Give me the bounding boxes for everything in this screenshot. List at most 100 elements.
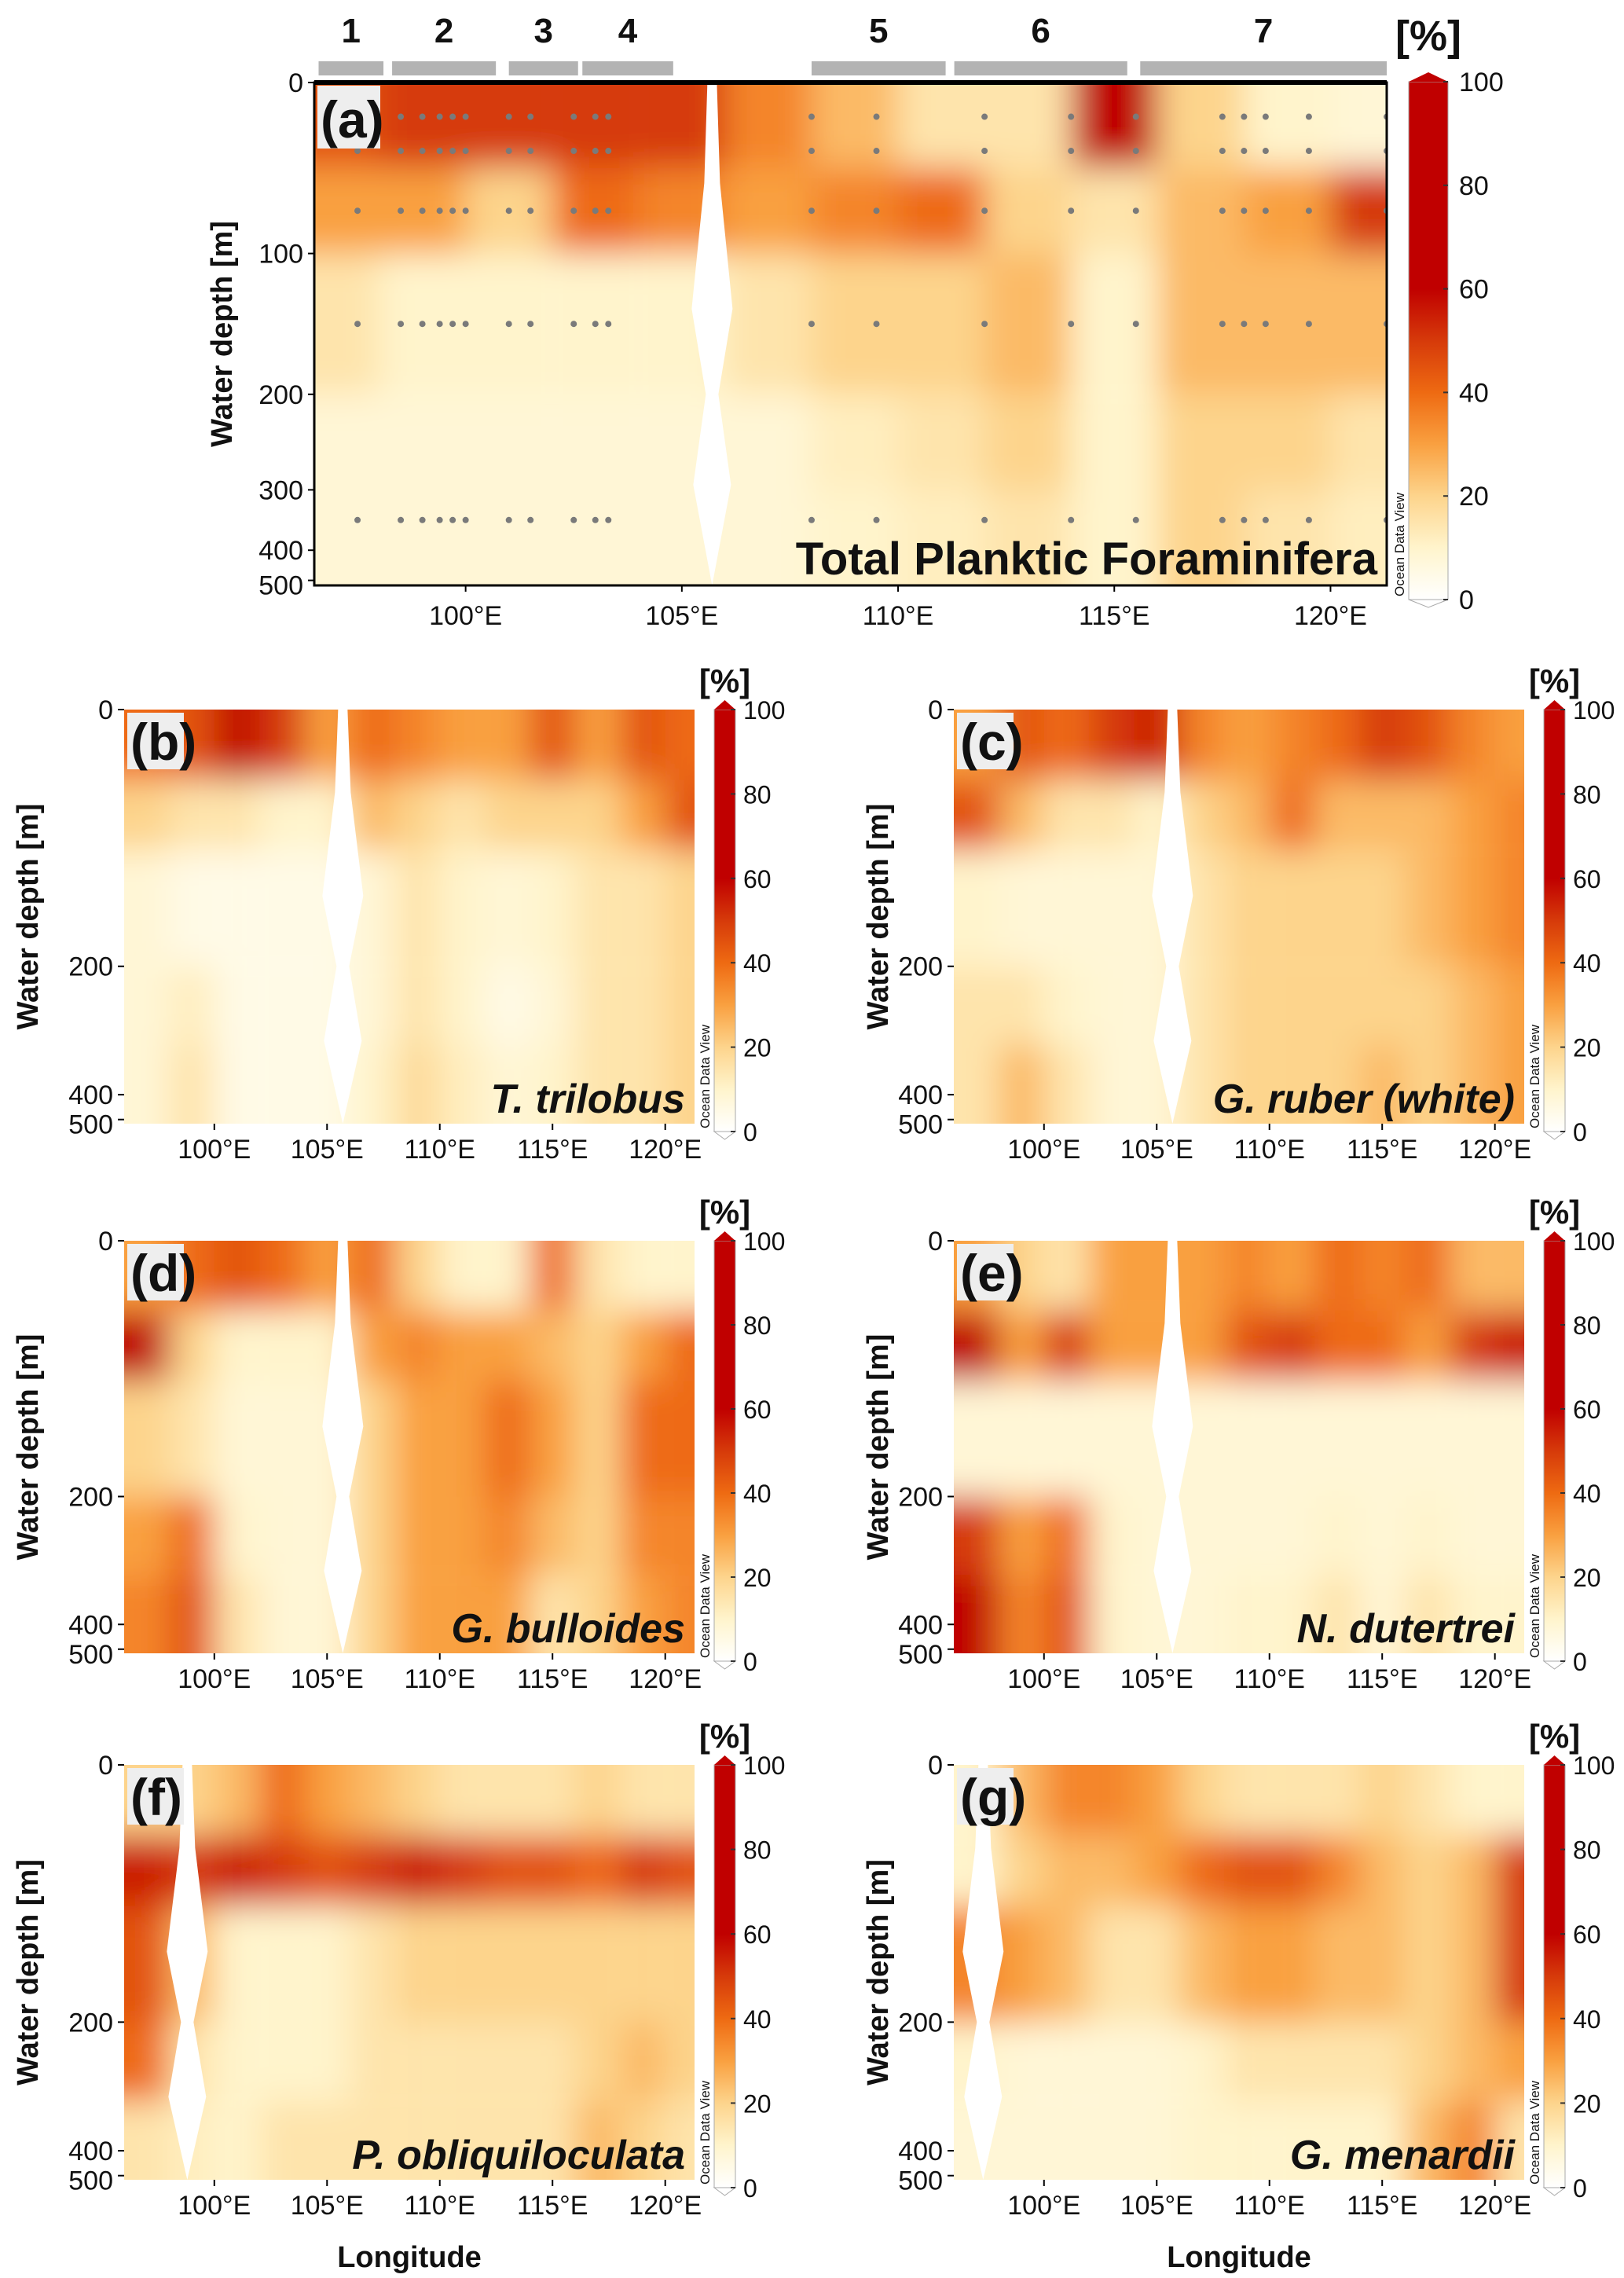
colorbar-max-arrow [714,700,735,710]
sample-point [505,516,512,523]
heatmap-cell [898,394,985,490]
heatmap-cell [1089,966,1135,1045]
heatmap-cell [552,394,639,490]
heatmap-cell [394,1906,440,2023]
x-axis-label: Longitude [337,2241,482,2274]
heatmap-cell [349,1765,395,1836]
heatmap-cell [1330,490,1387,585]
sample-point [1262,113,1269,120]
heatmap-cell [665,710,695,780]
heatmap-cell [1494,780,1524,851]
heatmap-cell [394,1575,440,1653]
colorbar: 0 20 40 60 80 100[%] Ocean Data View [698,1718,785,2203]
heatmap-cell [1071,167,1158,254]
y-axis-label: Water depth [m] [206,221,239,447]
heatmap-cell [485,1906,530,2023]
sample-point [592,113,599,120]
heatmap-cell [439,1765,486,1836]
sample-point [1305,148,1312,155]
heatmap-cell [1450,2100,1495,2180]
heatmap-cell [1043,1241,1090,1311]
heatmap-cell [439,1906,486,2023]
sample-point [1241,148,1248,155]
heatmap-cell [1269,1496,1315,1576]
heatmap-cell [1134,2100,1179,2180]
sample-point [398,148,405,155]
sample-point [570,321,577,328]
heatmap-cell [530,1311,575,1381]
heatmap-cell [394,1835,440,1906]
heatmap [314,83,1387,585]
sample-point [570,148,577,155]
colorbar-max-arrow [714,1755,735,1765]
heatmap-cell [954,850,999,967]
panel-label: (g) [960,1768,1026,1826]
heatmap-cell [898,253,985,394]
heatmap-cell [1450,1906,1495,2023]
heatmap-cell [1494,850,1524,967]
heatmap [124,1765,695,2180]
y-axis-label: Water depth [m] [12,804,45,1030]
colorbar: 0 20 40 60 80 100[%] Ocean Data View [1527,662,1615,1146]
sample-point [981,148,988,155]
sample-point [605,148,612,155]
heatmap-cell [349,2100,395,2180]
heatmap-cell [214,1906,260,2023]
heatmap-cell [999,850,1044,967]
heatmap-cell [1450,2022,1495,2101]
heatmap-cell [1071,253,1158,394]
heatmap-cell [1043,2100,1090,2180]
sample-point [527,207,534,215]
ocean-data-view-credit: Ocean Data View [698,1554,713,1658]
heatmap-cell [954,1575,999,1653]
heatmap-cell [124,780,170,851]
heatmap-cell [530,1496,575,1576]
heatmap-cell [954,1044,999,1124]
sample-point [808,321,815,328]
colorbar-tick-label: 100 [1573,696,1615,724]
heatmap-cell [1450,780,1495,851]
heatmap-cell [574,1835,621,1906]
heatmap-cell [169,1496,214,1576]
lon-tick-label: 115°E [517,1664,588,1694]
heatmap-cell [811,83,899,168]
colorbar-unit-label: [%] [1395,13,1461,60]
lon-tick-label: 115°E [517,1135,588,1165]
heatmap-cell [665,2022,695,2101]
heatmap-cell [1269,1381,1315,1497]
sample-point [1132,321,1139,328]
sample-point [808,113,815,120]
heatmap-cell [898,83,985,168]
colorbar-tick-label: 20 [1573,2089,1601,2118]
colorbar-tick-label: 80 [1573,780,1601,809]
heatmap-cell [314,490,379,585]
colorbar-tick-label: 80 [743,1311,772,1340]
heatmap-cell [620,1241,665,1311]
sample-point [436,113,443,120]
heatmap-cell [1089,850,1135,967]
heatmap-cell [1494,1311,1524,1381]
heatmap-cell [984,83,1072,168]
lon-tick-label: 120°E [1458,2191,1531,2221]
heatmap-cell [1314,1381,1360,1497]
heatmap-cell [1269,2100,1315,2180]
heatmap-cell [1224,1496,1270,1576]
heatmap-cell [1330,167,1387,254]
heatmap-cell [724,394,812,490]
sample-point [808,516,815,523]
ocean-data-view-credit: Ocean Data View [1527,1554,1542,1658]
colorbar-tick-label: 0 [743,1648,757,1676]
heatmap-cell [394,2100,440,2180]
sample-point [449,113,456,120]
sample-point [462,207,469,215]
ocean-data-view-credit: Ocean Data View [1527,2080,1542,2184]
heatmap-cell [485,1765,530,1836]
heatmap-cell [485,1835,530,1906]
heatmap-cell [1314,1241,1360,1311]
heatmap-cell [530,710,575,780]
heatmap-cell [394,850,440,967]
heatmap-cell [1224,1311,1270,1381]
heatmap-cell [984,167,1072,254]
heatmap-cell [574,2022,621,2101]
